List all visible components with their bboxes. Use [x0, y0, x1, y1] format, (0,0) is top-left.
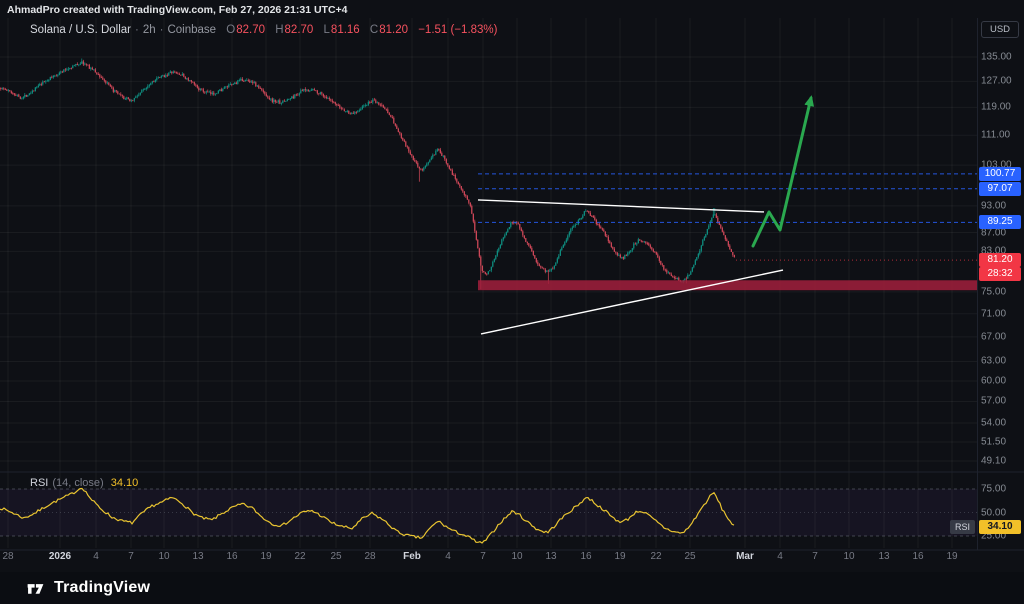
open-value: 82.70 — [236, 24, 266, 36]
currency-axis-button[interactable]: USD — [981, 21, 1019, 38]
rsi-title[interactable]: RSI — [30, 477, 49, 489]
close-value: 81.20 — [379, 24, 408, 36]
open-label: O — [226, 24, 236, 36]
close-label: C — [369, 24, 379, 36]
legend-separator: · — [135, 24, 139, 36]
rsi-params: (14, close) — [52, 477, 104, 489]
tradingview-logo-icon[interactable] — [25, 578, 46, 599]
high-label: H — [275, 24, 284, 36]
rsi-current-value: 34.10 — [110, 477, 139, 489]
low-value: 81.16 — [330, 24, 360, 36]
symbol-legend: Solana / U.S. Dollar · 2h · Coinbase O82.70 … — [30, 24, 497, 36]
rsi-legend: RSI (14, close) 34.10 — [30, 477, 138, 489]
interval-label[interactable]: 2h — [142, 24, 156, 36]
legend-separator: · — [159, 24, 164, 36]
low-label: L — [323, 24, 330, 36]
high-value: 82.70 — [284, 24, 314, 36]
exchange-label: Coinbase — [167, 24, 217, 36]
attribution-text: AhmadPro created with TradingView.com, F… — [7, 4, 348, 16]
change-value: −1.51 (−1.83%) — [418, 24, 498, 36]
tradingview-brand-text[interactable]: TradingView — [54, 579, 151, 596]
symbol-title[interactable]: Solana / U.S. Dollar — [30, 24, 131, 36]
footer-bar: TradingView — [0, 572, 1024, 604]
